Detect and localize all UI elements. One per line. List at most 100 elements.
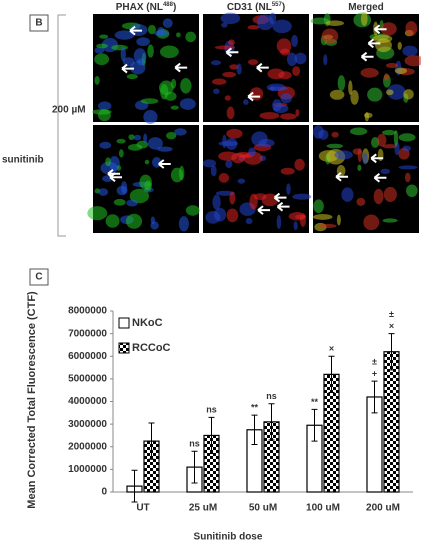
error-bar [328, 355, 335, 393]
micrograph [203, 14, 309, 122]
cell-blob [130, 61, 146, 75]
x-tick-label: 50 uM [249, 503, 277, 514]
cell-blob [139, 174, 152, 190]
cell-blob [126, 74, 138, 80]
y-tick-label: 8000000 [68, 306, 107, 317]
cell-blob [326, 143, 344, 149]
micrograph [313, 125, 419, 233]
cell-blob [218, 151, 238, 161]
legend-label: RCCoC [132, 342, 171, 354]
cell-blob [154, 30, 169, 37]
cell-blob [268, 12, 277, 25]
y-tick-label: 0 [101, 487, 107, 498]
error-bar [388, 333, 395, 371]
cell-blob [120, 46, 126, 62]
annotation: ns [266, 391, 277, 401]
cell-blob [94, 47, 105, 54]
cell-blob [99, 141, 112, 149]
error-bar [148, 422, 155, 460]
panel-b: B sunitinib 200 µM [2, 14, 86, 237]
arrow [276, 201, 290, 212]
cell-blob [373, 188, 384, 205]
error-bar [311, 408, 318, 442]
arrow [247, 91, 261, 102]
cell-blob [174, 128, 187, 136]
cell-blob [321, 28, 339, 44]
cell-blob [357, 164, 362, 171]
x-tick-label: 200 uM [366, 503, 400, 514]
arrow [367, 38, 381, 49]
cell-blob [398, 133, 416, 142]
cell-blob [105, 214, 120, 228]
cell-blob [170, 167, 184, 183]
x-tick-label: 100 uM [306, 503, 340, 514]
cell-blob [280, 113, 297, 120]
cell-blob [331, 131, 339, 138]
cell-blob [126, 199, 138, 207]
cell-blob [143, 133, 148, 144]
cell-blob [249, 193, 258, 210]
cell-blob [402, 45, 418, 57]
cell-blob [349, 127, 368, 136]
cell-blob [148, 24, 156, 35]
cell-blob [147, 44, 154, 58]
cell-blob [229, 191, 236, 205]
cell-blob [382, 218, 398, 223]
x-tick-label: 25 uM [189, 503, 217, 514]
arrow [121, 63, 135, 74]
dose-label: 200 µM [52, 105, 86, 116]
arrow [109, 172, 123, 183]
cell-blob [111, 44, 128, 51]
cell-blob [176, 32, 181, 38]
arrow [370, 153, 384, 164]
arrow [273, 192, 287, 203]
cell-blob [286, 52, 298, 67]
panel-c: C Mean Corrected Total Fluorescence (CTF… [26, 268, 263, 543]
annotation: ns [189, 439, 200, 449]
header-text: Merged [348, 2, 384, 13]
cell-blob [259, 112, 280, 120]
cell-blob [97, 109, 111, 122]
cell-blob [336, 214, 341, 226]
legend-swatch [118, 342, 130, 354]
cell-blob [272, 104, 289, 114]
cell-blob [386, 84, 406, 100]
cell-blob [363, 214, 380, 231]
cell-blob [210, 165, 217, 177]
cell-blob [118, 149, 124, 158]
cell-blob [143, 110, 158, 124]
cell-blob [202, 159, 217, 168]
cell-blob [100, 161, 118, 175]
cell-blob [406, 184, 418, 198]
annotation: ** [311, 397, 319, 407]
bar [383, 351, 400, 493]
annotation: + [372, 369, 377, 379]
cell-blob [325, 20, 344, 26]
cell-blob [225, 160, 233, 169]
arrow [335, 171, 349, 182]
cell-blob [291, 34, 298, 47]
group-label: sunitinib [2, 155, 44, 166]
cell-blob [382, 144, 398, 149]
cell-blob [125, 213, 143, 229]
cell-blob [247, 59, 259, 65]
y-tick-label: 6000000 [68, 351, 107, 362]
panel-label-box [29, 14, 49, 32]
cell-blob [236, 151, 251, 158]
y-tick-label: 7000000 [68, 328, 107, 339]
cell-blob [237, 178, 246, 184]
cell-blob [394, 67, 407, 74]
cell-blob [294, 52, 307, 65]
cell-blob [381, 129, 397, 136]
cell-blob [150, 216, 156, 225]
cell-blob [116, 165, 122, 171]
cell-blob [385, 63, 399, 68]
cell-blob [170, 105, 179, 110]
cell-blob [403, 89, 414, 100]
cell-blob [360, 11, 368, 26]
cell-blob [97, 101, 112, 111]
cell-blob [128, 134, 135, 141]
cell-blob [210, 60, 222, 66]
cell-blob [356, 197, 366, 206]
cell-blob [295, 109, 300, 117]
